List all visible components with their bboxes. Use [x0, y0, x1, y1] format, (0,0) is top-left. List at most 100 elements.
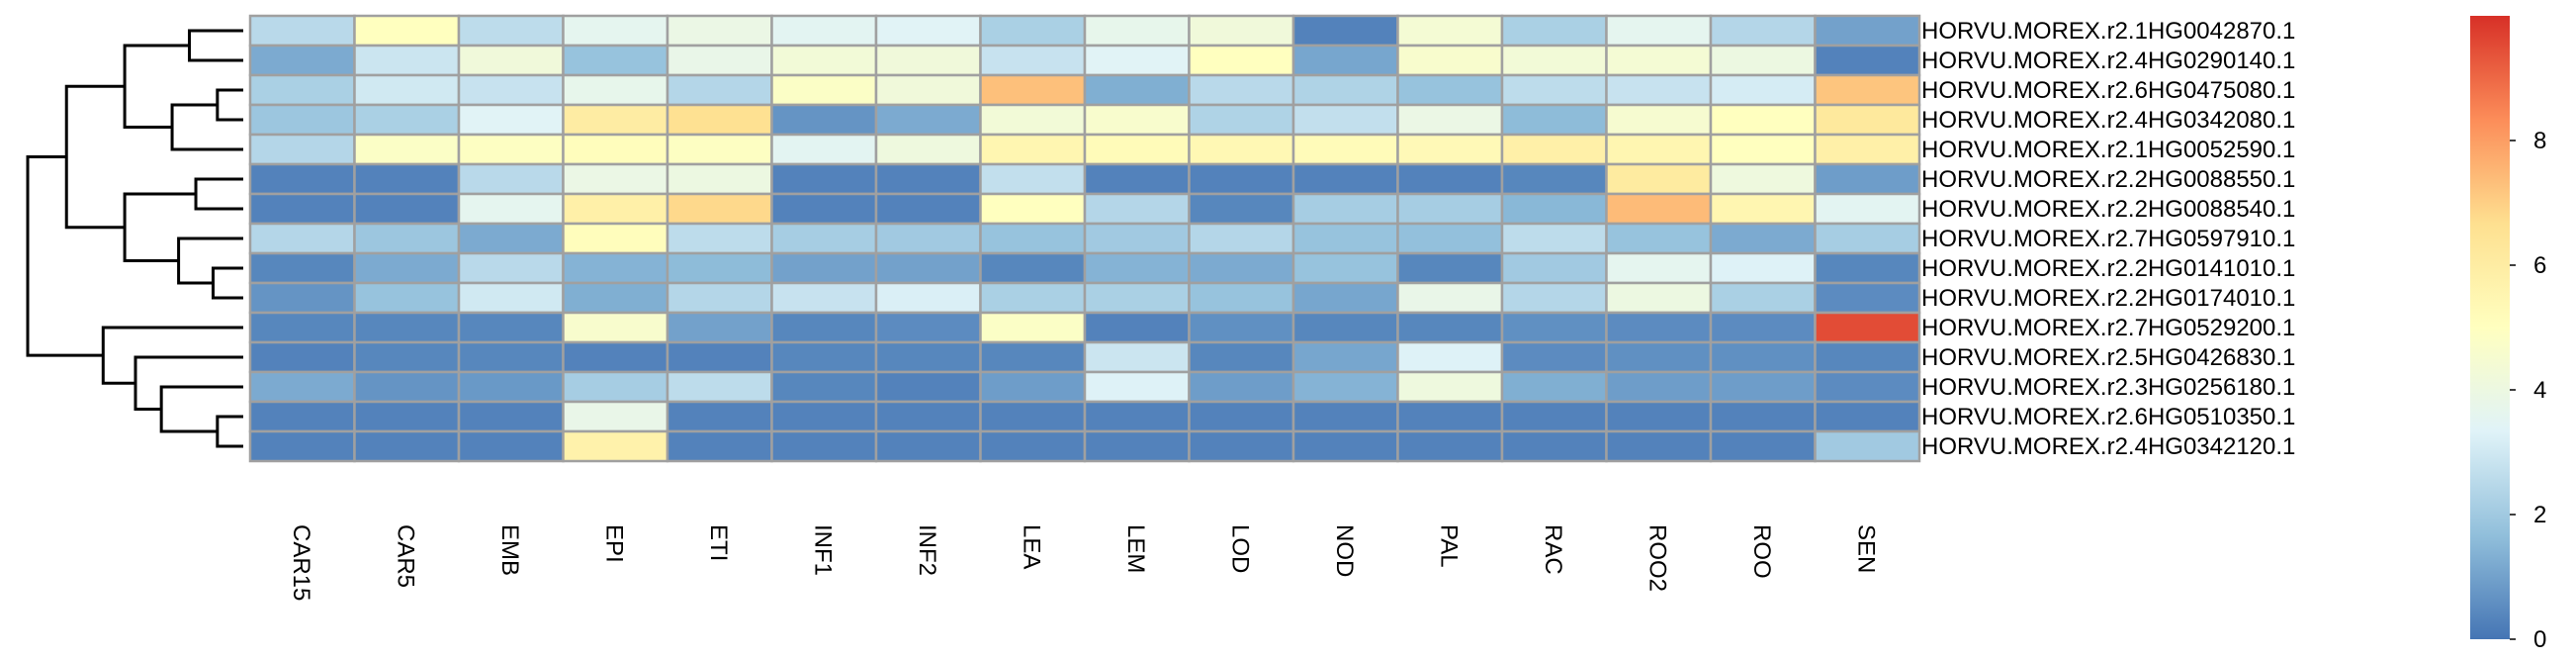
row-label: HORVU.MOREX.r2.4HG0290140.1 [1921, 47, 2295, 74]
heatmap-cell-r13-c3 [562, 400, 669, 433]
heatmap-cell-r2-c15 [1814, 73, 1921, 107]
legend-tick-label: 6 [2533, 252, 2546, 279]
heatmap-cell-r7-c6 [874, 222, 982, 255]
heatmap-cell-r12-c14 [1709, 370, 1817, 404]
heatmap-cell-r14-c4 [666, 429, 773, 463]
heatmap-cell-r4-c2 [457, 133, 565, 166]
heatmap-cell-r10-c3 [562, 311, 669, 344]
heatmap-cell-r2-c0 [248, 73, 356, 107]
legend-tick-label: 4 [2533, 377, 2546, 404]
row-label: HORVU.MOREX.r2.2HG0088550.1 [1921, 166, 2295, 193]
heatmap-cell-r11-c11 [1396, 340, 1504, 374]
heatmap-cell-r7-c9 [1188, 222, 1295, 255]
row-label: HORVU.MOREX.r2.5HG0426830.1 [1921, 344, 2295, 371]
heatmap-cell-r2-c10 [1291, 73, 1399, 107]
heatmap-cell-r6-c12 [1500, 192, 1608, 226]
heatmap-cell-r7-c5 [770, 222, 878, 255]
heatmap-cell-r11-c13 [1605, 340, 1713, 374]
heatmap-cell-r2-c6 [874, 73, 982, 107]
heatmap-cell-r3-c1 [353, 103, 461, 137]
heatmap-cell-r12-c10 [1291, 370, 1399, 404]
heatmap-cell-r0-c7 [979, 14, 1087, 47]
heatmap-cell-r14-c0 [248, 429, 356, 463]
heatmap-cell-r12-c5 [770, 370, 878, 404]
heatmap-cell-r3-c7 [979, 103, 1087, 137]
heatmap-cell-r14-c1 [353, 429, 461, 463]
dendrogram-branch [194, 177, 243, 211]
heatmap-cell-r4-c5 [770, 133, 878, 166]
column-label: LEA [1018, 524, 1044, 569]
heatmap-cell-r4-c4 [666, 133, 773, 166]
heatmap-cell-r6-c7 [979, 192, 1087, 226]
heatmap-cell-r13-c4 [666, 400, 773, 433]
heatmap-cell-r1-c3 [562, 44, 669, 77]
heatmap-cell-r2-c12 [1500, 73, 1608, 107]
heatmap-cell-r12-c8 [1083, 370, 1191, 404]
heatmap-cell-r0-c11 [1396, 14, 1504, 47]
heatmap-cell-r2-c14 [1709, 73, 1817, 107]
heatmap-cell-r11-c12 [1500, 340, 1608, 374]
heatmap-cell-r11-c14 [1709, 340, 1817, 374]
column-labels: CAR15 CAR5 EMB EPI ETI INF1 INF2 LEA LEM LOD NOD PA… [288, 524, 1880, 601]
heatmap-cell-r8-c10 [1291, 251, 1399, 285]
heatmap-cell-r9-c2 [457, 281, 565, 315]
heatmap-cell-r6-c3 [562, 192, 669, 226]
heatmap-cell-r7-c13 [1605, 222, 1713, 255]
heatmap-cell-r9-c9 [1188, 281, 1295, 315]
heatmap-cell-r5-c10 [1291, 162, 1399, 196]
heatmap-cell-r10-c11 [1396, 311, 1504, 344]
heatmap-cell-r11-c0 [248, 340, 356, 374]
dendrogram-branch [123, 44, 190, 129]
heatmap-cell-r8-c0 [248, 251, 356, 285]
heatmap-cell-r10-c12 [1500, 311, 1608, 344]
heatmap-cell-r6-c13 [1605, 192, 1713, 226]
heatmap-cell-r2-c3 [562, 73, 669, 107]
heatmap-cell-r9-c14 [1709, 281, 1817, 315]
heatmap-cell-r13-c11 [1396, 400, 1504, 433]
heatmap-cell-r11-c8 [1083, 340, 1191, 374]
heatmap-cell-r14-c2 [457, 429, 565, 463]
legend-tick-label: 8 [2533, 128, 2546, 154]
column-label: ROO [1748, 524, 1775, 579]
row-dendrogram [26, 29, 243, 448]
heatmap-cell-r7-c2 [457, 222, 565, 255]
dendrogram-branch [216, 415, 243, 448]
heatmap-cell-r4-c0 [248, 133, 356, 166]
column-label: SEN [1852, 524, 1879, 573]
heatmap-cell-r7-c8 [1083, 222, 1191, 255]
heatmap-cell-r8-c9 [1188, 251, 1295, 285]
heatmap-cell-r0-c0 [248, 14, 356, 47]
heatmap-cell-r13-c14 [1709, 400, 1817, 433]
heatmap-cell-r5-c1 [353, 162, 461, 196]
heatmap-cell-r13-c1 [353, 400, 461, 433]
heatmap-cell-r11-c3 [562, 340, 669, 374]
heatmap-cell-r12-c6 [874, 370, 982, 404]
heatmap-cell-r13-c12 [1500, 400, 1608, 433]
heatmap-cell-r8-c7 [979, 251, 1087, 285]
heatmap-cell-r14-c14 [1709, 429, 1817, 463]
heatmap-cell-r1-c13 [1605, 44, 1713, 77]
heatmap-cell-r3-c4 [666, 103, 773, 137]
heatmap-cell-r4-c1 [353, 133, 461, 166]
heatmap-cell-r14-c11 [1396, 429, 1504, 463]
heatmap-cell-r9-c12 [1500, 281, 1608, 315]
heatmap-cell-r0-c2 [457, 14, 565, 47]
heatmap-cell-r12-c4 [666, 370, 773, 404]
heatmap-cell-r2-c7 [979, 73, 1087, 107]
heatmap-cell-r11-c5 [770, 340, 878, 374]
column-label: CAR15 [288, 524, 314, 601]
heatmap-cell-r0-c1 [353, 14, 461, 47]
heatmap-cell-r5-c5 [770, 162, 878, 196]
heatmap-cell-r0-c8 [1083, 14, 1191, 47]
column-label: ROO2 [1643, 524, 1670, 592]
heatmap-cell-r4-c13 [1605, 133, 1713, 166]
heatmap-cell-r14-c12 [1500, 429, 1608, 463]
heatmap-cell-r11-c4 [666, 340, 773, 374]
heatmap-cell-r6-c6 [874, 192, 982, 226]
heatmap-cell-r8-c3 [562, 251, 669, 285]
heatmap-cell-r6-c9 [1188, 192, 1295, 226]
heatmap-cell-r13-c0 [248, 400, 356, 433]
column-label: PAL [1435, 524, 1462, 568]
heatmap-cell-r2-c4 [666, 73, 773, 107]
